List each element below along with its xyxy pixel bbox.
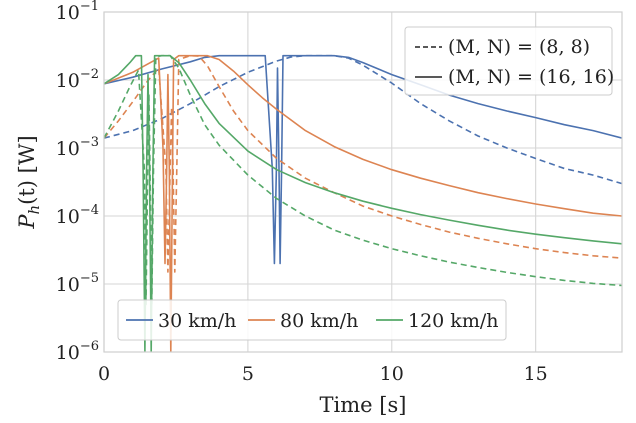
legend-30: 30 km/h	[158, 310, 236, 332]
y-tick-label: 10−6	[56, 339, 99, 364]
series-lines	[104, 54, 622, 352]
y-tick-label: 10−3	[56, 135, 99, 160]
x-tick-labels: 0 5 10 15	[98, 363, 548, 385]
y-tick-label: 10−4	[56, 203, 99, 228]
series-line-3	[104, 54, 622, 273]
y-tick-labels: 10−6 10−5 10−4 10−3 10−2 10−1	[56, 0, 99, 364]
legend-80: 80 km/h	[280, 310, 358, 332]
x-tick-label: 15	[524, 363, 548, 385]
x-tick-label: 0	[98, 363, 110, 385]
y-tick-label: 10−2	[56, 67, 99, 92]
series-line-4	[104, 54, 622, 352]
x-tick-label: 10	[380, 363, 404, 385]
legend-config-box	[404, 26, 613, 96]
legend-speed: 30 km/h 80 km/h 120 km/h	[117, 299, 507, 341]
x-tick-label: 5	[242, 363, 254, 385]
y-axis-label: Ph(t) [W]	[15, 135, 43, 229]
plot-frame	[103, 11, 623, 353]
legend-config: (M, N) = (8, 8) (M, N) = (16, 16)	[404, 26, 614, 96]
legend-config-8: (M, N) = (8, 8)	[448, 36, 590, 58]
y-tick-label: 10−5	[56, 271, 99, 296]
legend-120: 120 km/h	[408, 310, 498, 332]
y-axis-label-main: Ph(t) [W]	[15, 135, 43, 229]
series-line-5	[104, 54, 622, 306]
x-axis-label: Time [s]	[320, 393, 407, 417]
series-line-2	[104, 54, 622, 352]
y-tick-label: 10−1	[56, 0, 99, 24]
legend-speed-box	[117, 299, 507, 341]
series-line-1	[104, 54, 622, 185]
legend-config-16: (M, N) = (16, 16)	[448, 66, 614, 88]
